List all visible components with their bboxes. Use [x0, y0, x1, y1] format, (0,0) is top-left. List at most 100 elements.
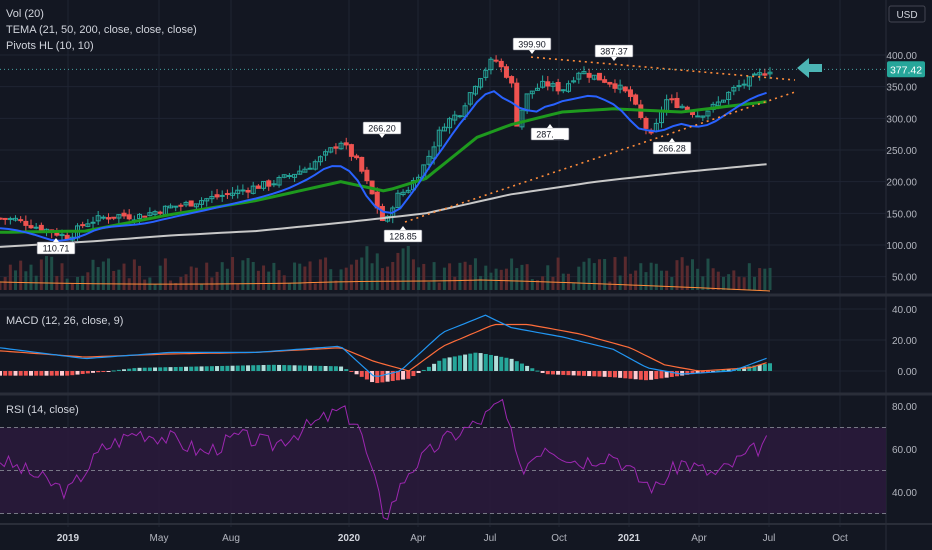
candle-up [540, 80, 546, 88]
macd-bar-up [173, 367, 178, 371]
volume-bar [81, 275, 85, 290]
volume-bar [324, 257, 328, 290]
candle-up [488, 58, 494, 71]
x-tick-label: May [150, 533, 169, 544]
rsi-tick-label: 40.00 [892, 488, 917, 499]
candle-up [297, 170, 303, 175]
volume-bar [613, 257, 617, 290]
legend-rsi: RSI (14, close) [6, 404, 79, 416]
macd-bar-up [194, 366, 199, 371]
candle-down [121, 212, 127, 217]
volume-bar [225, 268, 229, 290]
volume-bar [758, 268, 762, 290]
candle-down [586, 72, 592, 78]
candle-up [550, 83, 556, 87]
volume-bar [138, 265, 142, 290]
candle-down [333, 146, 339, 149]
pivot-label: 387.37 [594, 44, 634, 61]
candle-up [286, 175, 292, 178]
candle-up [472, 85, 478, 95]
macd-bar-down [380, 371, 385, 383]
macd-bar-down [623, 371, 628, 379]
macd-bar-up [261, 365, 266, 371]
macd-bar-up [251, 365, 256, 371]
candle-down [188, 200, 194, 207]
candle-down [364, 169, 370, 182]
volume-bar [391, 261, 395, 290]
candle-up [323, 151, 329, 156]
macd-bar-up [530, 368, 535, 371]
volume-bar [556, 257, 560, 290]
candle-down [126, 214, 132, 220]
macd-bar-up [287, 365, 292, 371]
volume-bar [107, 258, 111, 290]
candle-up [534, 87, 540, 91]
candle-up [400, 191, 406, 196]
macd-bar-up [199, 366, 204, 371]
candle-up [147, 212, 153, 217]
candle-down [596, 72, 602, 81]
macd-bar-down [416, 371, 421, 373]
trendline-upper [530, 56, 796, 81]
macd-bar-up [494, 355, 499, 371]
volume-bar [386, 266, 390, 290]
macd-bar-down [690, 371, 695, 375]
macd-bar-up [220, 365, 225, 371]
macd-bar-up [225, 365, 230, 371]
rsi-tick-label: 60.00 [892, 445, 917, 456]
macd-bar-up [313, 365, 318, 371]
volume-bar [701, 276, 705, 290]
volume-bar [334, 280, 338, 290]
candle-up [617, 84, 623, 90]
candle-down [762, 73, 768, 76]
macd-bar-down [96, 371, 101, 373]
candle-up [695, 115, 701, 118]
macd-bar-down [571, 371, 576, 376]
volume-bar [448, 263, 452, 290]
volume-bar [411, 259, 415, 290]
macd-bar-up [292, 365, 297, 371]
macd-bar-up [266, 364, 271, 371]
candle-up [767, 71, 773, 75]
candle-up [100, 216, 106, 219]
pivot-label-text: 266.28 [658, 144, 686, 154]
grid-lines [0, 0, 886, 527]
volume-bar [561, 273, 565, 290]
volume-bar [659, 270, 663, 290]
macd-bar-up [271, 364, 276, 371]
volume-bar [313, 283, 317, 290]
macd-bar-down [602, 371, 607, 377]
macd-bar-up [468, 353, 473, 371]
volume-bar [432, 262, 436, 290]
macd-bar-up [132, 368, 137, 371]
volume-bar [768, 267, 772, 290]
macd-bar-down [685, 371, 690, 375]
x-tick-label: Jul [763, 533, 776, 544]
volume-bar [479, 275, 483, 290]
candle-up [307, 167, 313, 170]
volume-bar [184, 274, 188, 290]
macd-bar-up [483, 353, 488, 371]
candle-down [669, 98, 675, 101]
candle-down [28, 225, 34, 229]
macd-bar-up [478, 353, 483, 371]
volume-bar [205, 262, 209, 290]
volume-bar [349, 264, 353, 290]
volume-bar [639, 263, 643, 290]
macd-bar-down [34, 371, 39, 376]
macd-bar-up [256, 365, 261, 371]
last-price-text: 377.42 [890, 64, 922, 76]
macd-bar-up [488, 354, 493, 371]
candle-up [395, 192, 401, 209]
macd-bar-down [711, 371, 716, 372]
macd-bar-up [716, 370, 721, 372]
volume-bar [153, 283, 157, 290]
macd-bar-up [339, 366, 344, 371]
macd-bar-up [328, 366, 333, 371]
y-tick-label: 50.00 [892, 273, 917, 284]
macd-bar-down [101, 371, 106, 372]
candle-down [684, 106, 690, 111]
volume-bar [727, 274, 731, 290]
candle-up [751, 73, 757, 76]
